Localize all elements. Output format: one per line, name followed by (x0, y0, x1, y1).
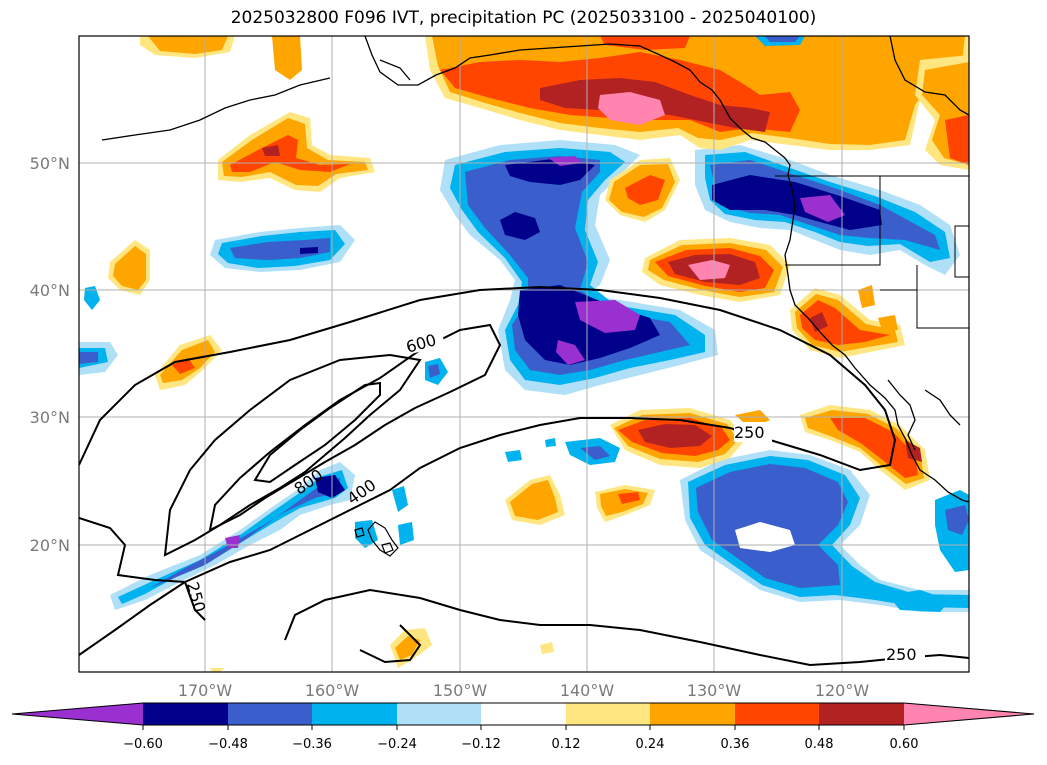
plot-frame (78, 35, 970, 673)
lon-label-150w: 150°W (433, 681, 488, 700)
ivt-contour-250 (79, 285, 897, 656)
colorbar-segment-8 (735, 703, 819, 725)
colorbar-tick-5: 0.12 (552, 737, 581, 752)
colorbar-segment-6 (566, 703, 650, 725)
ivt-contour-250-southeast (284, 588, 969, 667)
colorbar-segment-2 (228, 703, 312, 725)
lat-label-40n: 40°N (30, 281, 70, 300)
colorbar-tick-9: 0.60 (890, 737, 919, 752)
lon-label-140w: 140°W (560, 681, 615, 700)
positive-precip-areas (108, 36, 969, 672)
lon-label-120w: 120°W (815, 681, 870, 700)
islands (354, 521, 399, 557)
colorbar-tick-7: 0.36 (721, 737, 750, 752)
ivt-contour-600 (208, 323, 502, 532)
colorbar-segment-4 (397, 703, 481, 725)
colorbar-segment-1 (143, 703, 228, 725)
colorbar-segment-7 (650, 703, 735, 725)
contour-label-250-southeast: 250 (886, 645, 917, 664)
ivt-contour-250-south (79, 517, 206, 621)
colorbar-segment-0 (12, 703, 143, 725)
latitude-labels: 50°N 40°N 30°N 20°N (30, 154, 70, 555)
colorbar-segment-9 (819, 703, 904, 725)
political-borders (775, 175, 969, 329)
lat-label-50n: 50°N (30, 154, 70, 173)
colorbar-tick-0: −0.60 (123, 737, 163, 752)
colorbar-tick-3: −0.24 (377, 737, 417, 752)
longitude-labels: 170°W 160°W 150°W 140°W 130°W 120°W (178, 681, 870, 700)
negative-precip-areas (79, 140, 969, 612)
colorbar-tick-1: −0.48 (208, 737, 248, 752)
colorbar-tick-2: −0.36 (292, 737, 332, 752)
ivt-contour-400 (163, 353, 422, 557)
colorbar-segment-3 (312, 703, 397, 725)
plot-area: 600 800 400 250 250 250 (79, 36, 969, 672)
lat-label-30n: 30°N (30, 408, 70, 427)
coastlines (101, 36, 969, 503)
ivt-contours (79, 285, 969, 667)
lat-label-20n: 20°N (30, 536, 70, 555)
colorbar-segment-10 (904, 703, 1034, 725)
lon-label-160w: 160°W (305, 681, 360, 700)
graticule (79, 36, 969, 672)
map-title: 2025032800 F096 IVT, precipitation PC (2… (230, 8, 817, 28)
lon-label-130w: 130°W (687, 681, 742, 700)
colorbar-segment-5 (481, 703, 566, 725)
colorbar: −0.60 −0.48 −0.36 −0.24 −0.12 0.12 0.24 … (11, 702, 1035, 752)
contour-label-250-east: 250 (734, 423, 765, 442)
colorbar-tick-8: 0.48 (805, 737, 834, 752)
lon-label-170w: 170°W (178, 681, 233, 700)
colorbar-tick-4: −0.12 (461, 737, 501, 752)
ivt-contour-250-se2 (359, 624, 422, 664)
colorbar-tick-6: 0.24 (636, 737, 665, 752)
ivt-contour-800 (253, 381, 381, 484)
